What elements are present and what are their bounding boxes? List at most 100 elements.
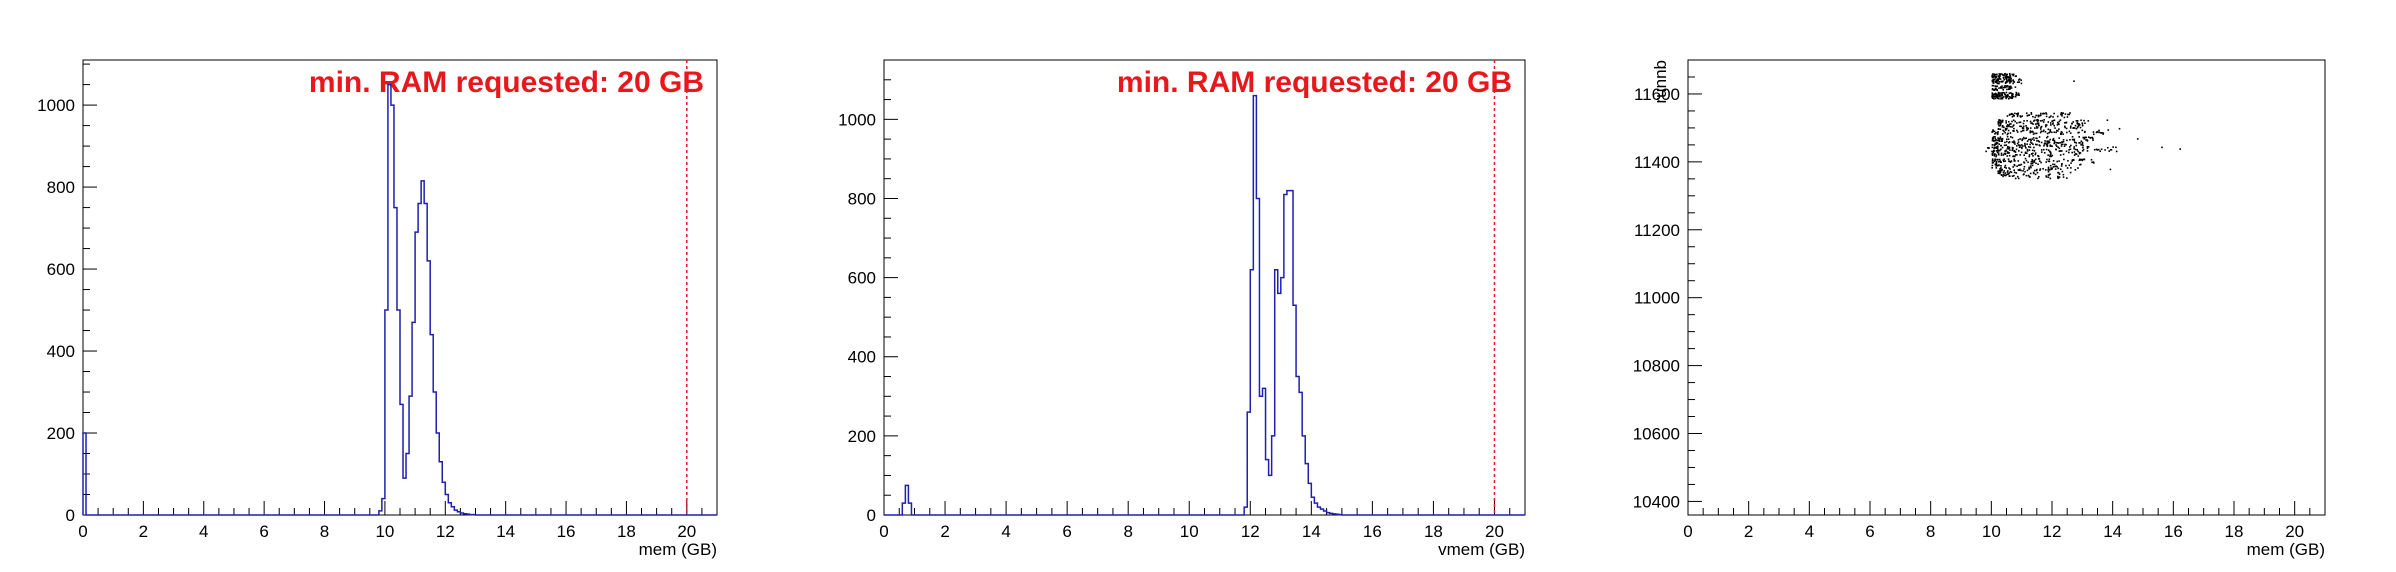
- scatter-point: [2052, 122, 2054, 124]
- scatter-point: [2048, 158, 2051, 161]
- scatter-point: [2001, 96, 2004, 99]
- scatter-point: [2047, 149, 2050, 152]
- scatter-point: [1998, 164, 2000, 166]
- scatter-point: [1995, 143, 1998, 145]
- scatter-point: [2007, 129, 2010, 132]
- x-tick-label: 10: [1982, 522, 2001, 541]
- scatter-point: [2012, 166, 2014, 168]
- scatter-point: [2091, 136, 2094, 139]
- scatter-point: [2080, 158, 2083, 161]
- scatter-point: [2008, 80, 2011, 83]
- scatter-point: [2037, 122, 2040, 125]
- scatter-point: [2005, 94, 2007, 97]
- scatter-point: [2053, 131, 2056, 134]
- scatter-point: [2012, 147, 2014, 149]
- scatter-point: [2032, 115, 2034, 118]
- scatter-point: [2008, 123, 2011, 125]
- scatter-point: [2054, 165, 2056, 168]
- scatter-point: [2030, 160, 2033, 163]
- scatter-point: [2058, 147, 2061, 150]
- scatter-point: [2009, 96, 2012, 99]
- scatter-point: [2039, 131, 2042, 134]
- scatter-point: [2076, 122, 2079, 125]
- scatter-point: [2093, 148, 2096, 151]
- scatter-point: [2014, 112, 2016, 115]
- scatter-point: [2011, 136, 2014, 139]
- scatter-point: [2001, 126, 2004, 128]
- scatter-point: [2009, 79, 2012, 82]
- scatter-point: [2045, 175, 2047, 177]
- scatter-point: [1991, 158, 1994, 160]
- scatter-point: [1992, 73, 1994, 75]
- scatter-point: [2063, 145, 2066, 147]
- scatter-point: [2049, 144, 2052, 147]
- scatter-point: [2048, 140, 2050, 142]
- scatter-point: [2012, 125, 2015, 127]
- scatter-point: [2019, 116, 2022, 118]
- scatter-point: [2050, 145, 2052, 147]
- scatter-point: [1993, 74, 1996, 77]
- scatter-point: [2095, 148, 2098, 151]
- scatter-point: [2002, 91, 2004, 94]
- scatter-point: [2101, 132, 2103, 134]
- scatter-point: [2058, 176, 2061, 178]
- scatter-point: [2031, 130, 2034, 133]
- scatter-point: [2061, 113, 2063, 115]
- scatter-point: [1996, 139, 1999, 142]
- scatter-point: [1991, 162, 1994, 164]
- scatter-point: [2018, 150, 2020, 152]
- scatter-point: [2049, 155, 2051, 158]
- scatter-point: [2016, 115, 2019, 118]
- scatter-point: [1998, 170, 2001, 172]
- scatter-point: [1999, 78, 2002, 80]
- scatter-point: [2024, 142, 2026, 145]
- scatter-point: [2042, 130, 2044, 133]
- scatter-point: [2082, 136, 2085, 139]
- scatter-point: [2032, 133, 2035, 135]
- scatter-point: [2039, 160, 2041, 162]
- scatter-point: [1999, 73, 2001, 76]
- scatter-point: [2005, 174, 2008, 176]
- scatter-point: [1995, 94, 1997, 96]
- scatter-point: [2024, 152, 2027, 154]
- scatter-point: [2014, 95, 2017, 98]
- scatter-point: [2036, 118, 2039, 121]
- scatter-point: [1991, 92, 1994, 95]
- scatter-point: [2052, 123, 2054, 125]
- scatter-point: [2006, 123, 2009, 126]
- scatter-point: [2161, 146, 2163, 149]
- scatter-point: [1996, 94, 1999, 96]
- scatter-point: [1995, 88, 1998, 90]
- scatter-point: [1995, 150, 1998, 152]
- x-tick-label: 14: [1302, 522, 1321, 541]
- scatter-point: [2004, 172, 2007, 174]
- scatter-point: [2073, 146, 2076, 148]
- scatter-point: [2013, 130, 2015, 132]
- scatter-point: [1991, 139, 1994, 142]
- scatter-point: [2079, 152, 2082, 154]
- scatter-point: [2031, 149, 2034, 152]
- scatter-point: [2046, 145, 2049, 148]
- scatter-point: [2084, 136, 2086, 139]
- scatter-point: [2084, 130, 2086, 133]
- plot-frame: [82, 59, 718, 516]
- scatter-point: [2019, 138, 2021, 140]
- scatter-point: [2007, 138, 2010, 141]
- scatter-point: [2012, 74, 2015, 77]
- scatter-point: [1998, 138, 2000, 141]
- scatter-point: [1991, 152, 1994, 155]
- scatter-point: [2048, 141, 2051, 144]
- scatter-point: [2040, 126, 2042, 129]
- y-tick-label: 1000: [838, 110, 876, 129]
- scatter-point: [1993, 89, 1996, 91]
- scatter-point: [2055, 131, 2057, 134]
- scatter-point: [2037, 140, 2040, 142]
- scatter-point: [2014, 151, 2017, 153]
- scatter-point: [1991, 131, 1993, 133]
- y-tick-label: 10800: [1633, 357, 1680, 376]
- scatter-point: [1996, 158, 1999, 161]
- scatter-point: [2016, 81, 2019, 84]
- scatter-point: [2026, 152, 2028, 155]
- scatter-point: [2020, 169, 2022, 172]
- scatter-point: [1998, 160, 2000, 163]
